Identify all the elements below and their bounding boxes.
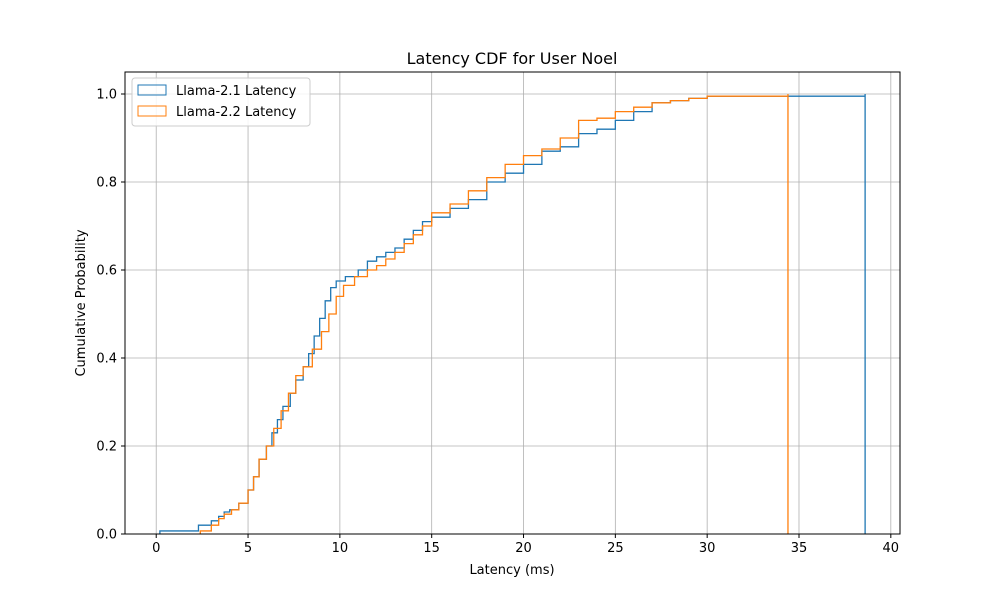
x-tick-label: 20 [515, 541, 532, 556]
y-tick-label: 1.0 [96, 88, 117, 103]
y-axis-label: Cumulative Probability [74, 229, 89, 376]
y-tick-label: 0.4 [96, 352, 117, 367]
x-tick-label: 30 [699, 541, 716, 556]
legend-swatch-llama-2-2 [137, 105, 167, 117]
y-tick-label: 0.2 [96, 440, 117, 455]
x-tick-label: 15 [423, 541, 440, 556]
plot-frame [124, 71, 901, 535]
y-tick-label: 0.8 [96, 176, 117, 191]
y-axis-ticks: 0.0 0.2 0.4 0.6 0.8 1.0 [96, 88, 125, 543]
x-tick-label: 10 [332, 541, 349, 556]
series-line-llama-2-2-latency [199, 94, 789, 534]
x-tick-label: 35 [791, 541, 808, 556]
y-tick-label: 0.6 [96, 264, 117, 279]
x-tick-label: 0 [152, 541, 160, 556]
chart-title: Latency CDF for User Noel [407, 49, 618, 68]
series-layer [159, 94, 866, 534]
x-axis-label: Latency (ms) [469, 563, 554, 578]
legend-label-llama-2-1: Llama-2.1 Latency [176, 84, 297, 99]
legend-label-llama-2-2: Llama-2.2 Latency [176, 105, 297, 120]
x-tick-label: 5 [244, 541, 252, 556]
legend-box [131, 77, 311, 127]
x-axis-ticks: 0 5 10 15 20 25 30 35 40 [152, 534, 899, 556]
x-tick-label: 40 [883, 541, 900, 556]
legend-swatch-llama-2-1 [137, 84, 167, 96]
x-tick-label: 25 [607, 541, 624, 556]
y-tick-label: 0.0 [96, 528, 117, 543]
legend: Llama-2.1 Latency Llama-2.2 Latency [131, 77, 311, 127]
